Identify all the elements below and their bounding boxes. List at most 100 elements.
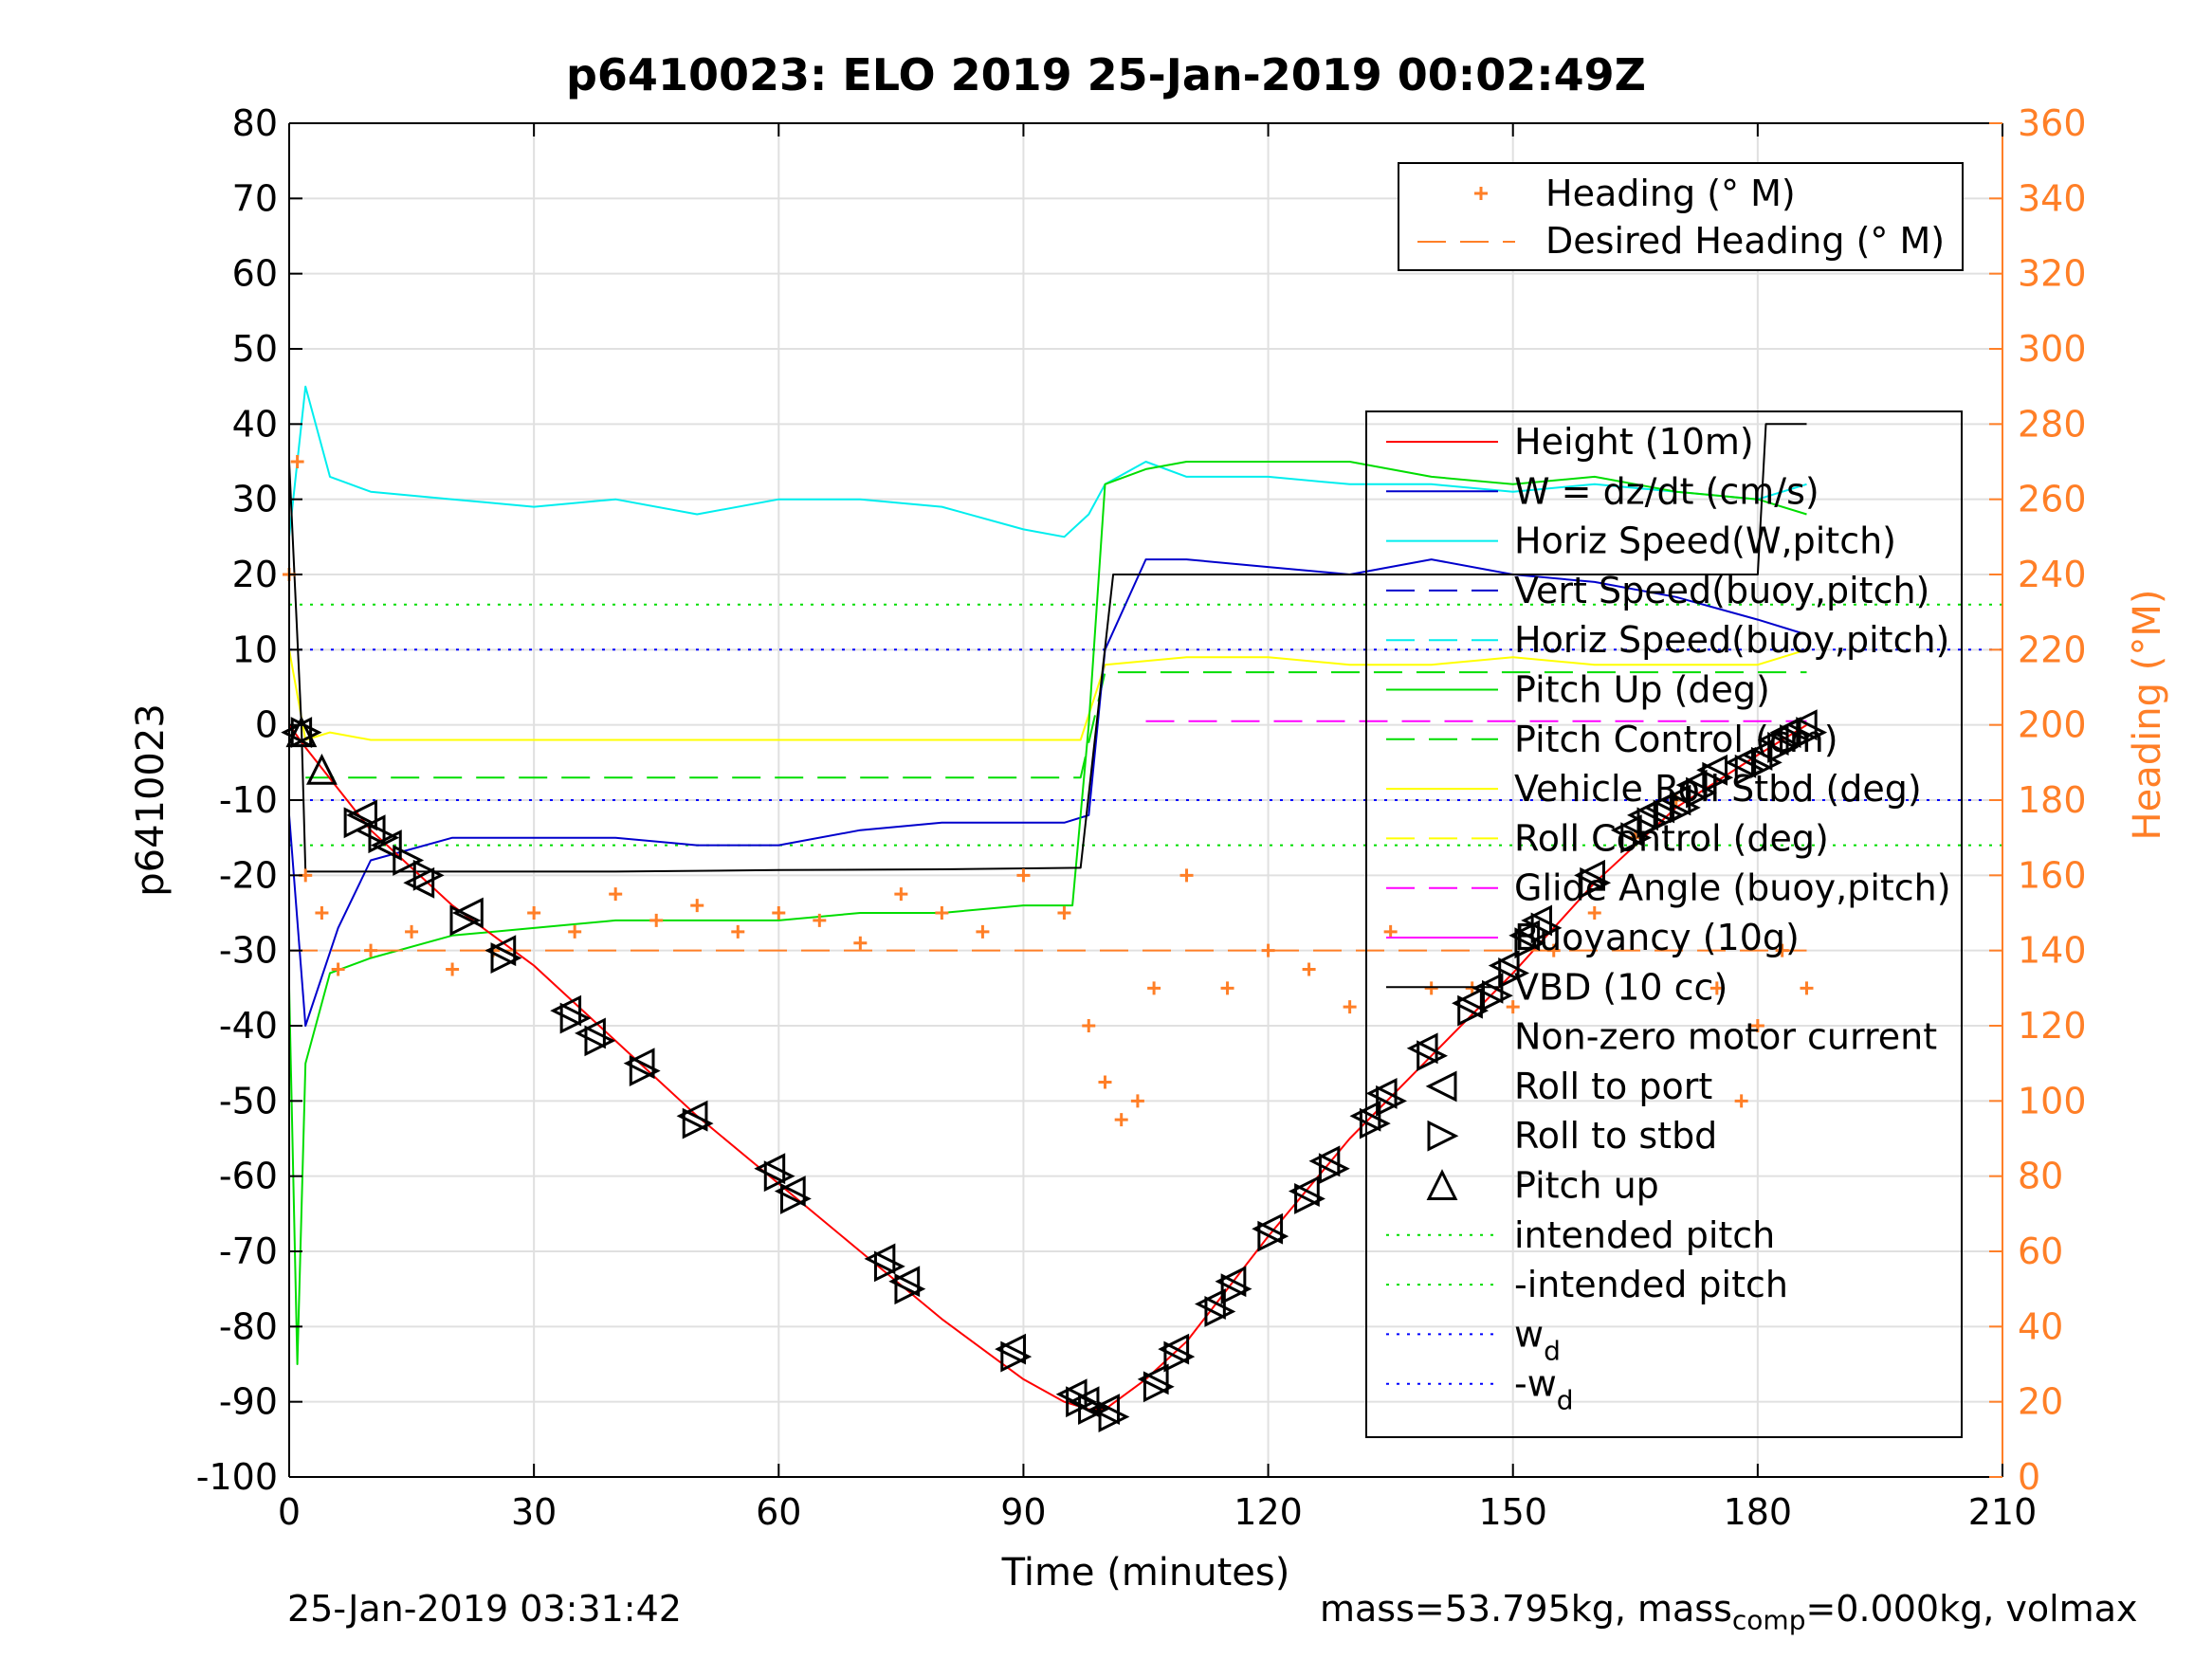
roll-to-stbd-marker [763,1160,795,1193]
roll-to-stbd-marker [1318,1153,1350,1185]
roll-to-port-marker [1452,987,1483,1019]
roll-to-stbd-marker [559,1002,592,1034]
legend-label: Roll to port [1514,1066,1712,1107]
roll-to-port-marker [1472,972,1504,1004]
legend-label: Horiz Speed(W,pitch) [1514,520,1896,562]
heading-point [690,899,704,913]
roll-to-port-marker [1488,950,1520,981]
roll-to-stbd-marker [1686,776,1717,809]
data-layer [281,385,2002,1432]
y2-tick-label: 360 [2018,102,2087,144]
heading-point [364,943,378,957]
x-tick-label: 150 [1478,1491,1547,1533]
roll-to-stbd-marker [343,807,375,839]
y-tick-label: -20 [219,854,278,896]
y-tick-label: -50 [219,1080,278,1121]
roll-to-port-marker [1215,1266,1247,1298]
y-tick-label: 50 [232,328,278,370]
y-tick-label: 40 [232,403,278,445]
legend-label: Vehicle Roll Stbd (deg) [1514,768,1922,810]
pitch-up-marker [305,753,338,785]
roll-to-stbd-marker [368,822,400,854]
roll-to-stbd-marker [873,1250,905,1283]
y-tick-label: 10 [232,629,278,670]
roll-to-stbd-marker [1359,1107,1391,1139]
x-tick-label: 30 [511,1491,557,1533]
roll-to-stbd-marker [1220,1273,1252,1305]
heading-point [976,924,990,939]
heading-point [1057,906,1071,920]
y-tick-label: -100 [196,1456,278,1498]
roll-to-port-marker [1288,1176,1320,1207]
y-tick-label: 80 [232,102,278,144]
y-tick-label: 70 [232,177,278,219]
axes-layer: 0 30 60 90 120 150 180 210-100-90-80-70-60-50-4… [129,102,2169,1595]
heading-legend-label: Heading (° M) [1545,173,1796,214]
roll-to-stbd-marker [1078,1394,1109,1426]
roll-to-stbd-marker [1000,1340,1033,1373]
legend-label: Vert Speed(buoy,pitch) [1514,570,1929,611]
x-tick-label: 180 [1724,1491,1793,1533]
roll-to-stbd-marker [1702,761,1734,793]
roll-to-port-marker [1610,814,1642,847]
heading-point [1130,1094,1144,1108]
legend-label: Buoyancy (10g) [1514,917,1800,958]
footer-mass-text: mass=53.795kg, mass [1320,1588,1732,1630]
roll-to-stbd-marker [1163,1340,1196,1373]
y-tick-label: -40 [219,1005,278,1047]
roll-to-stbd-marker [1580,866,1612,899]
series-pitch-up-deg- [288,461,1807,1365]
heading-point [1734,1094,1748,1108]
y2-tick-label: 20 [2018,1381,2063,1423]
roll-to-port-marker [1785,709,1818,741]
heading-point [1098,1075,1112,1089]
roll-to-stbd-marker [1653,799,1685,831]
y-tick-label: 0 [255,704,278,746]
roll-to-port-marker [1696,754,1728,786]
y-tick-label: -80 [219,1305,278,1347]
legend-label: Pitch Control (cm) [1514,719,1838,760]
roll-to-stbd-marker [584,1025,616,1057]
roll-to-port-marker [451,897,484,929]
legend-label: Glide Angle (buoy,pitch) [1514,867,1951,909]
y-tick-label: -70 [219,1231,278,1272]
main-legend-box [1365,410,1963,1438]
y2-tick-label: 200 [2018,704,2087,746]
roll-to-port-marker [575,1017,606,1049]
heading-point [1750,1019,1764,1032]
series-pitch-control-cm- [305,671,1807,779]
y-tick-label: -30 [219,930,278,972]
heading-point [1546,943,1561,957]
y-tick-label: -60 [219,1156,278,1197]
legend-label: intended pitch [1514,1214,1775,1256]
roll-to-stbd-marker [1636,807,1669,839]
heading-point [290,455,304,468]
roll-to-stbd-marker [1204,1296,1236,1327]
roll-to-port-marker [623,1048,655,1080]
heading-point [609,887,623,902]
legend-label: Roll Control (deg) [1514,817,1829,859]
heading-point [1506,1000,1520,1014]
pitch-up-marker [285,716,318,748]
roll-to-stbd-marker [1750,746,1782,778]
roll-to-stbd-marker [1669,792,1701,824]
heading-point [1114,1113,1128,1127]
roll-to-port-marker [676,1100,708,1132]
y2-tick-label: 220 [2018,629,2087,670]
roll-to-stbd-marker [1257,1220,1289,1252]
series-vehicle-roll-stbd-deg- [288,648,1807,741]
roll-to-port-marker [1068,1386,1100,1418]
heading-point [813,913,827,927]
x-axis-label: Time (minutes) [1001,1551,1290,1595]
heading-point [1179,868,1194,883]
heading-point [649,913,664,927]
heading-point [315,906,329,920]
roll-to-stbd-marker [894,1273,926,1305]
x-tick-label: 210 [1968,1491,2038,1533]
roll-to-port-marker [484,935,517,967]
heading-point [1147,981,1161,995]
roll-to-port-marker [754,1153,786,1185]
roll-to-stbd-marker [1780,724,1811,756]
y2-tick-label: 240 [2018,554,2087,595]
